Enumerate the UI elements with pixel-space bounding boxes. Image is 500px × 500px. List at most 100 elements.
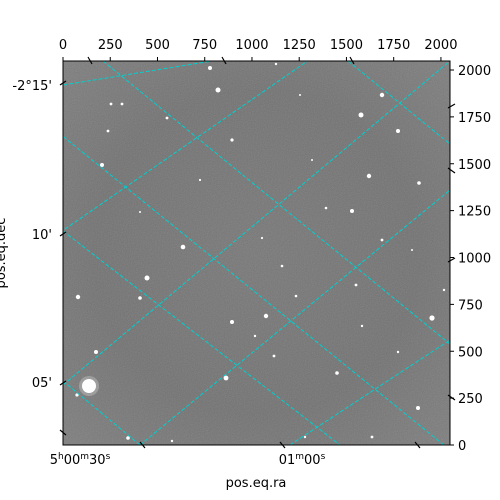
star <box>280 264 284 268</box>
star <box>411 249 413 251</box>
star <box>311 159 313 161</box>
star <box>324 206 328 210</box>
stars-layer <box>75 62 446 443</box>
star <box>350 209 354 213</box>
star <box>416 406 420 410</box>
coordinate-grid <box>63 61 450 445</box>
star <box>380 238 384 242</box>
grid-line <box>347 61 450 145</box>
star <box>370 435 374 439</box>
star <box>442 288 446 292</box>
star <box>274 62 278 66</box>
star <box>417 181 421 185</box>
world-tick <box>139 441 146 449</box>
world-tick <box>447 103 456 109</box>
star <box>120 102 124 106</box>
x-axis-title: pos.eq.ra <box>226 476 287 491</box>
top-tick-label: 1750 <box>377 38 410 53</box>
star <box>396 129 400 133</box>
right-tick-label: 1500 <box>458 158 491 173</box>
world-tick <box>59 380 67 386</box>
right-tick-label: 2000 <box>458 64 491 79</box>
right-pixel-axis: 0 250 500 750 1000 1250 1500 1750 2000 <box>450 64 491 454</box>
star <box>303 435 307 439</box>
star <box>109 102 113 106</box>
star <box>272 354 276 358</box>
star <box>263 313 269 319</box>
grid-line <box>102 61 450 345</box>
top-tick-label: 1250 <box>283 38 316 53</box>
world-tick <box>59 231 67 237</box>
star <box>360 324 364 328</box>
right-tick-label: 250 <box>458 392 483 407</box>
grid-line <box>139 189 450 445</box>
star <box>429 315 435 321</box>
star <box>379 92 385 98</box>
right-tick-label: 1750 <box>458 111 491 126</box>
star <box>75 393 79 397</box>
star <box>198 178 202 182</box>
star <box>358 112 364 118</box>
dec-tick-label: 10' <box>32 228 52 243</box>
world-tick <box>87 56 93 65</box>
top-tick-label: 1500 <box>330 38 363 53</box>
dec-tick-label: 05' <box>32 376 52 391</box>
ra-tick-label: 01m00s <box>279 452 326 468</box>
world-tick <box>447 394 456 401</box>
top-tick-label: 750 <box>192 38 217 53</box>
top-pixel-axis: 0 250 500 750 1000 1250 1500 1750 2000 <box>59 38 457 61</box>
ra-tick-label: 5h00m30s <box>50 452 111 468</box>
world-tick <box>59 80 67 86</box>
star <box>253 334 257 338</box>
star <box>82 379 96 393</box>
world-tick <box>279 441 286 449</box>
star <box>100 163 104 167</box>
star <box>230 138 234 142</box>
world-coordinate-ticks <box>59 56 456 449</box>
y-axis-title: pos.eq.dec <box>0 218 9 289</box>
star <box>215 87 221 93</box>
right-tick-label: 1250 <box>458 205 491 220</box>
right-tick-label: 1000 <box>458 252 491 267</box>
star <box>230 320 234 324</box>
star <box>396 350 400 354</box>
star <box>165 116 169 120</box>
star <box>294 294 298 298</box>
star <box>366 173 372 179</box>
star <box>94 350 98 354</box>
grid-line <box>63 380 141 445</box>
sky-image <box>63 61 450 445</box>
star <box>354 283 358 287</box>
star <box>335 371 339 375</box>
top-tick-label: 2000 <box>424 38 457 53</box>
star <box>138 296 142 300</box>
world-tick <box>221 56 227 65</box>
world-tick <box>349 56 355 65</box>
star <box>75 294 81 300</box>
star <box>126 436 130 440</box>
world-tick <box>414 441 421 449</box>
star <box>208 66 212 70</box>
world-tick <box>447 257 456 263</box>
grid-line <box>63 61 450 386</box>
grid-line <box>63 135 445 445</box>
top-tick-label: 500 <box>145 38 170 53</box>
star <box>223 375 229 381</box>
grid-line <box>63 230 341 445</box>
star <box>180 244 186 250</box>
star <box>299 94 301 96</box>
star <box>106 129 110 133</box>
right-tick-label: 0 <box>458 439 466 454</box>
world-tick <box>447 167 456 174</box>
star <box>144 275 150 281</box>
plot-frame <box>62 60 451 446</box>
star <box>260 236 264 240</box>
grid-line <box>63 61 213 86</box>
dec-tick-label: -2°15' <box>12 79 52 94</box>
top-tick-label: 0 <box>59 38 67 53</box>
top-tick-label: 1000 <box>235 38 268 53</box>
star <box>139 211 141 213</box>
right-tick-label: 750 <box>458 298 483 313</box>
top-tick-label: 250 <box>98 38 123 53</box>
